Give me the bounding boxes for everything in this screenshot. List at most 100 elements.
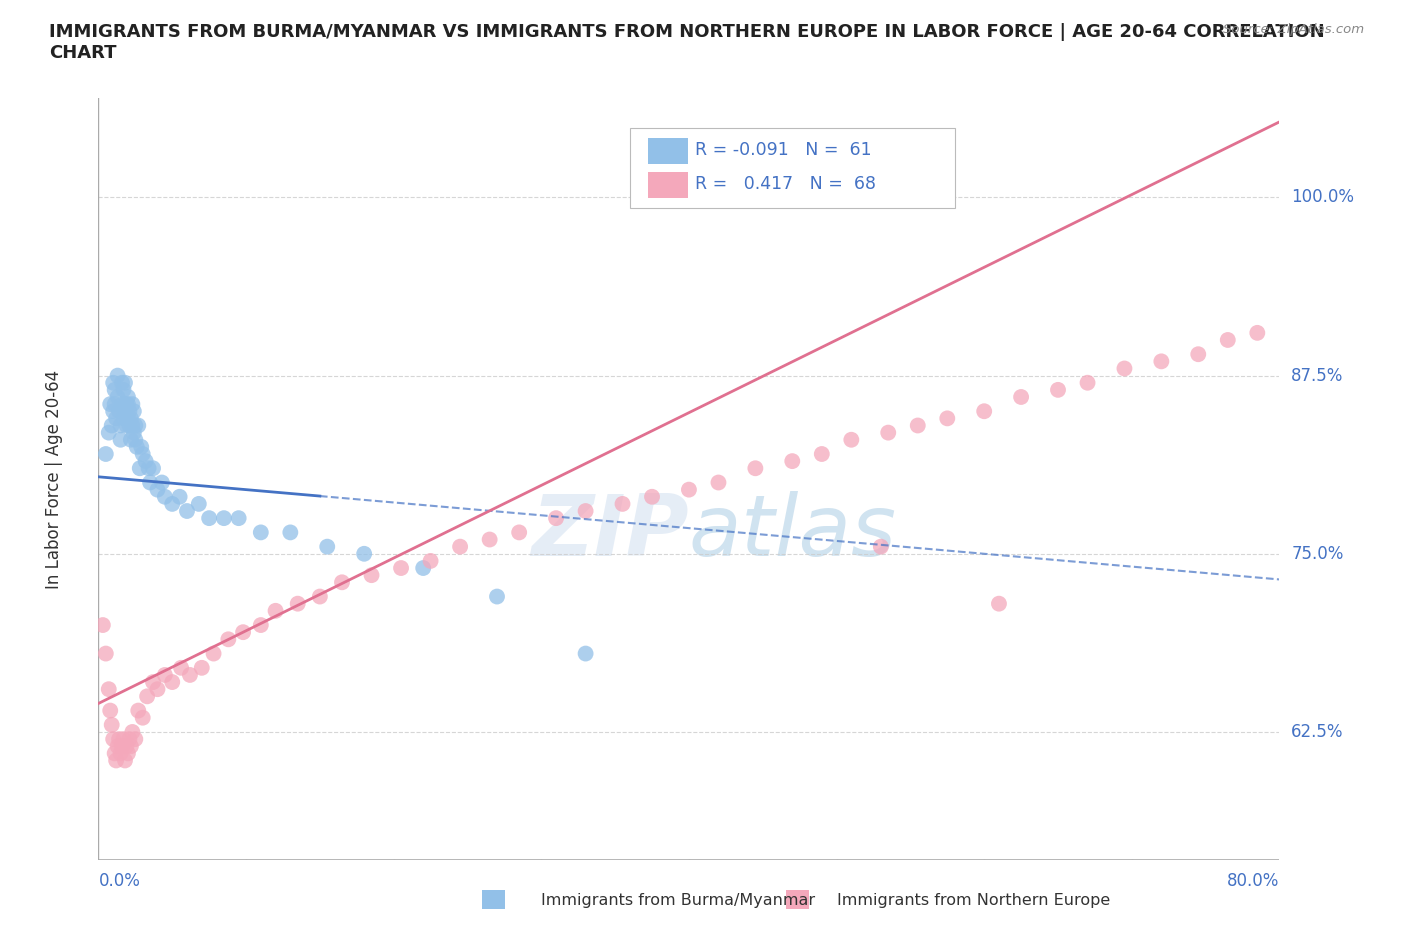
Point <box>117 411 139 426</box>
Point <box>142 461 165 476</box>
Point <box>678 482 700 497</box>
Point <box>111 738 134 753</box>
Point <box>114 376 136 391</box>
Point <box>575 503 598 518</box>
Point <box>94 446 117 461</box>
Point <box>228 511 250 525</box>
Point <box>103 404 125 418</box>
Point <box>115 397 138 412</box>
Point <box>353 546 375 561</box>
Point <box>107 390 129 405</box>
Point <box>707 475 730 490</box>
Point <box>360 567 382 582</box>
Point <box>115 418 138 433</box>
Point <box>98 397 121 412</box>
Point <box>91 618 114 632</box>
Point <box>217 631 239 646</box>
Point <box>135 454 157 469</box>
Point <box>105 753 128 768</box>
Point <box>287 596 309 611</box>
Point <box>114 753 136 768</box>
Point <box>170 660 193 675</box>
Text: 80.0%: 80.0% <box>1227 871 1279 890</box>
Point <box>97 682 120 697</box>
Text: 75.0%: 75.0% <box>1291 545 1344 563</box>
Point <box>142 674 165 689</box>
Point <box>449 539 471 554</box>
Point <box>122 425 145 440</box>
Point <box>118 418 141 433</box>
Point <box>187 497 209 512</box>
Point <box>107 368 129 383</box>
Point <box>132 711 155 725</box>
Point <box>111 376 134 391</box>
Point <box>146 682 169 697</box>
Text: 0.0%: 0.0% <box>98 871 141 890</box>
Point <box>100 418 122 433</box>
Point <box>114 404 136 418</box>
Point <box>138 461 160 476</box>
Point <box>110 746 132 761</box>
Point <box>120 432 142 447</box>
Text: IMMIGRANTS FROM BURMA/MYANMAR VS IMMIGRANTS FROM NORTHERN EUROPE IN LABOR FORCE : IMMIGRANTS FROM BURMA/MYANMAR VS IMMIGRA… <box>49 23 1324 62</box>
Point <box>744 461 766 476</box>
Point <box>136 689 159 704</box>
Point <box>121 724 143 739</box>
Point <box>127 418 149 433</box>
Text: Immigrants from Northern Europe: Immigrants from Northern Europe <box>837 893 1109 908</box>
Point <box>575 646 598 661</box>
Point <box>1077 376 1099 391</box>
Point <box>412 561 434 576</box>
Point <box>124 732 146 747</box>
Text: Immigrants from Burma/Myanmar: Immigrants from Burma/Myanmar <box>541 893 815 908</box>
Point <box>117 746 139 761</box>
Point <box>936 411 959 426</box>
Point <box>250 618 273 632</box>
Point <box>103 732 125 747</box>
Point <box>124 432 146 447</box>
Point <box>104 397 127 412</box>
Point <box>264 604 287 618</box>
Point <box>179 668 201 683</box>
Point <box>810 446 832 461</box>
Point <box>117 390 139 405</box>
Point <box>169 489 191 504</box>
Point <box>122 404 145 418</box>
Point <box>112 411 135 426</box>
Point <box>125 440 148 455</box>
Point <box>191 660 214 675</box>
Point <box>117 397 139 412</box>
Point <box>105 411 128 426</box>
Point <box>112 732 135 747</box>
Point <box>841 432 863 447</box>
Point <box>128 461 150 476</box>
Point <box>232 625 254 640</box>
Text: R = -0.091   N =  61: R = -0.091 N = 61 <box>695 141 872 159</box>
Point <box>110 418 132 433</box>
Point <box>110 432 132 447</box>
Point <box>121 418 143 433</box>
Point <box>1150 354 1173 369</box>
FancyBboxPatch shape <box>648 138 688 164</box>
Point <box>389 561 412 576</box>
Point <box>508 525 530 539</box>
Point <box>139 475 162 490</box>
Text: 100.0%: 100.0% <box>1291 189 1354 206</box>
Text: 87.5%: 87.5% <box>1291 366 1344 385</box>
Point <box>782 454 804 469</box>
Point <box>94 646 117 661</box>
Point <box>100 717 122 732</box>
Point <box>153 489 176 504</box>
Point <box>98 703 121 718</box>
Point <box>907 418 929 433</box>
Point <box>198 511 221 525</box>
Point <box>546 511 568 525</box>
Point <box>1216 333 1239 348</box>
Point <box>118 732 141 747</box>
Point <box>120 738 142 753</box>
Point <box>1246 326 1268 340</box>
Point <box>121 397 143 412</box>
Text: atlas: atlas <box>689 491 897 574</box>
Point <box>478 532 501 547</box>
Text: In Labor Force | Age 20-64: In Labor Force | Age 20-64 <box>45 369 62 589</box>
